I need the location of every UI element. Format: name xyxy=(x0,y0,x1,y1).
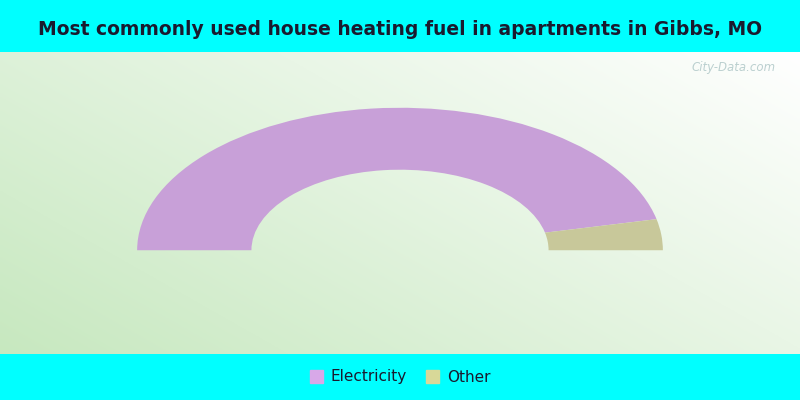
Text: Most commonly used house heating fuel in apartments in Gibbs, MO: Most commonly used house heating fuel in… xyxy=(38,20,762,39)
Wedge shape xyxy=(545,219,663,250)
Wedge shape xyxy=(137,108,657,250)
Legend: Electricity, Other: Electricity, Other xyxy=(303,363,497,391)
Text: City-Data.com: City-Data.com xyxy=(692,61,776,74)
